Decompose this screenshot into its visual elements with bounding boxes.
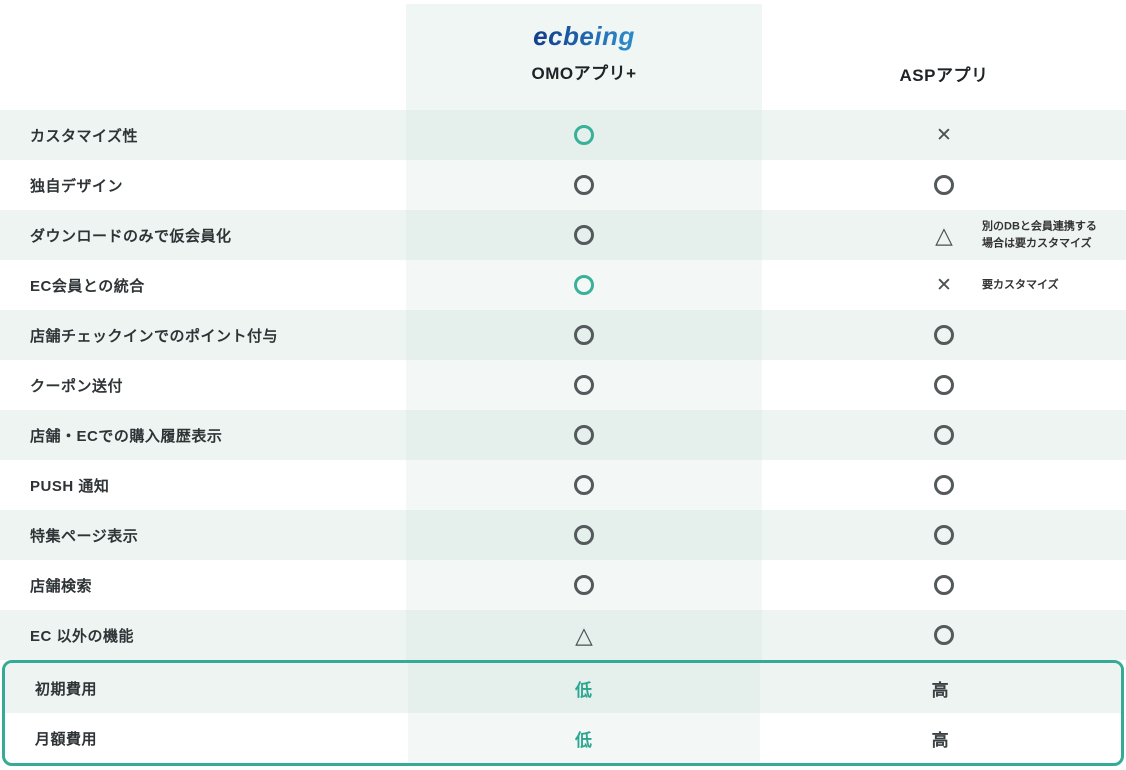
row-label: 店舗検索 (30, 577, 93, 595)
row-label: クーポン送付 (30, 377, 124, 395)
omo-cell: 低 (407, 663, 761, 713)
row-label: 独自デザイン (30, 177, 124, 195)
cross-icon: ✕ (936, 274, 952, 296)
circle-icon (934, 625, 954, 645)
row-label: 月額費用 (35, 730, 98, 748)
circle-icon (574, 575, 594, 595)
omo-cell (406, 360, 762, 410)
table-row: 店舗・ECでの購入履歴表示 (0, 410, 1126, 460)
circle-icon (934, 175, 954, 195)
omo-cell (406, 160, 762, 210)
asp-cell (762, 160, 1126, 210)
row-label: 特集ページ表示 (30, 527, 139, 545)
circle-icon (574, 425, 594, 445)
circle-accent-icon (574, 275, 594, 295)
omo-cell (406, 560, 762, 610)
circle-icon (574, 375, 594, 395)
omo-cell (406, 210, 762, 260)
price-row: 初期費用 低 高 (5, 663, 1121, 713)
asp-cell (762, 460, 1126, 510)
row-label: 店舗チェックインでのポイント付与 (30, 327, 279, 345)
asp-cell: 高 (760, 713, 1121, 763)
table-row: ダウンロードのみで仮会員化 △ 別のDBと会員連携する 場合は要カスタマイズ (0, 210, 1126, 260)
price-row: 月額費用 低 高 (5, 713, 1121, 763)
circle-icon (934, 475, 954, 495)
header-omo-cell: ecbeing OMOアプリ+ (406, 0, 762, 110)
triangle-icon: △ (935, 221, 953, 248)
asp-column-title: ASPアプリ (899, 66, 989, 85)
asp-cell (762, 310, 1126, 360)
circle-icon (574, 225, 594, 245)
circle-icon (934, 575, 954, 595)
row-label: 初期費用 (35, 680, 98, 698)
omo-cell (406, 410, 762, 460)
asp-price-value: 高 (931, 680, 950, 700)
row-label: PUSH 通知 (30, 477, 110, 495)
asp-cell (762, 410, 1126, 460)
omo-cell (406, 460, 762, 510)
asp-cell (762, 560, 1126, 610)
table-row: EC会員との統合 ✕ 要カスタマイズ (0, 260, 1126, 310)
omo-column-highlight: ecbeing OMOアプリ+ (406, 4, 762, 110)
row-label: ダウンロードのみで仮会員化 (30, 227, 232, 245)
circle-accent-icon (574, 125, 594, 145)
table-row: 特集ページ表示 (0, 510, 1126, 560)
circle-icon (934, 525, 954, 545)
row-label: 店舗・ECでの購入履歴表示 (30, 427, 223, 445)
asp-cell: △ 別のDBと会員連携する 場合は要カスタマイズ (762, 210, 1126, 260)
table-row: クーポン送付 (0, 360, 1126, 410)
table-row: カスタマイズ性 ✕ (0, 110, 1126, 160)
asp-cell (762, 510, 1126, 560)
header-asp-cell: ASPアプリ (762, 0, 1126, 110)
asp-note: 要カスタマイズ (982, 278, 1059, 291)
header-row: ecbeing OMOアプリ+ ASPアプリ (0, 0, 1126, 110)
omo-cell: 低 (407, 713, 761, 763)
omo-price-value: 低 (574, 680, 593, 700)
table-row: 独自デザイン (0, 160, 1126, 210)
omo-cell (406, 510, 762, 560)
triangle-icon: △ (575, 621, 593, 648)
circle-icon (574, 475, 594, 495)
table-row: 店舗チェックインでのポイント付与 (0, 310, 1126, 360)
asp-note: 別のDBと会員連携する 場合は要カスタマイズ (982, 220, 1097, 250)
circle-icon (934, 425, 954, 445)
omo-cell (406, 110, 762, 160)
ecbeing-logo: ecbeing (533, 21, 635, 51)
table-row: 店舗検索 (0, 560, 1126, 610)
row-label: EC 以外の機能 (30, 627, 135, 645)
table-row: EC 以外の機能 △ (0, 610, 1126, 660)
row-label: カスタマイズ性 (30, 127, 139, 145)
circle-icon (574, 525, 594, 545)
circle-icon (934, 375, 954, 395)
omo-price-value: 低 (574, 730, 593, 750)
row-label: EC会員との統合 (30, 277, 145, 295)
circle-icon (934, 325, 954, 345)
header-empty-cell (0, 0, 406, 110)
cross-icon: ✕ (936, 124, 952, 146)
circle-icon (574, 325, 594, 345)
omo-column-title: OMOアプリ+ (531, 64, 637, 84)
omo-cell (406, 310, 762, 360)
omo-cell (406, 260, 762, 310)
asp-cell (762, 610, 1126, 660)
feature-rows: カスタマイズ性 ✕ 独自デザイン ダウンロードのみで仮会員化 △ 別のDBと会員連… (0, 110, 1126, 660)
asp-cell: ✕ (762, 110, 1126, 160)
asp-cell: 高 (760, 663, 1121, 713)
asp-price-value: 高 (931, 730, 950, 750)
circle-icon (574, 175, 594, 195)
price-highlight-box: 初期費用 低 高 月額費用 低 高 (2, 660, 1124, 766)
omo-cell: △ (406, 610, 762, 660)
asp-cell: ✕ 要カスタマイズ (762, 260, 1126, 310)
table-row: PUSH 通知 (0, 460, 1126, 510)
asp-cell (762, 360, 1126, 410)
